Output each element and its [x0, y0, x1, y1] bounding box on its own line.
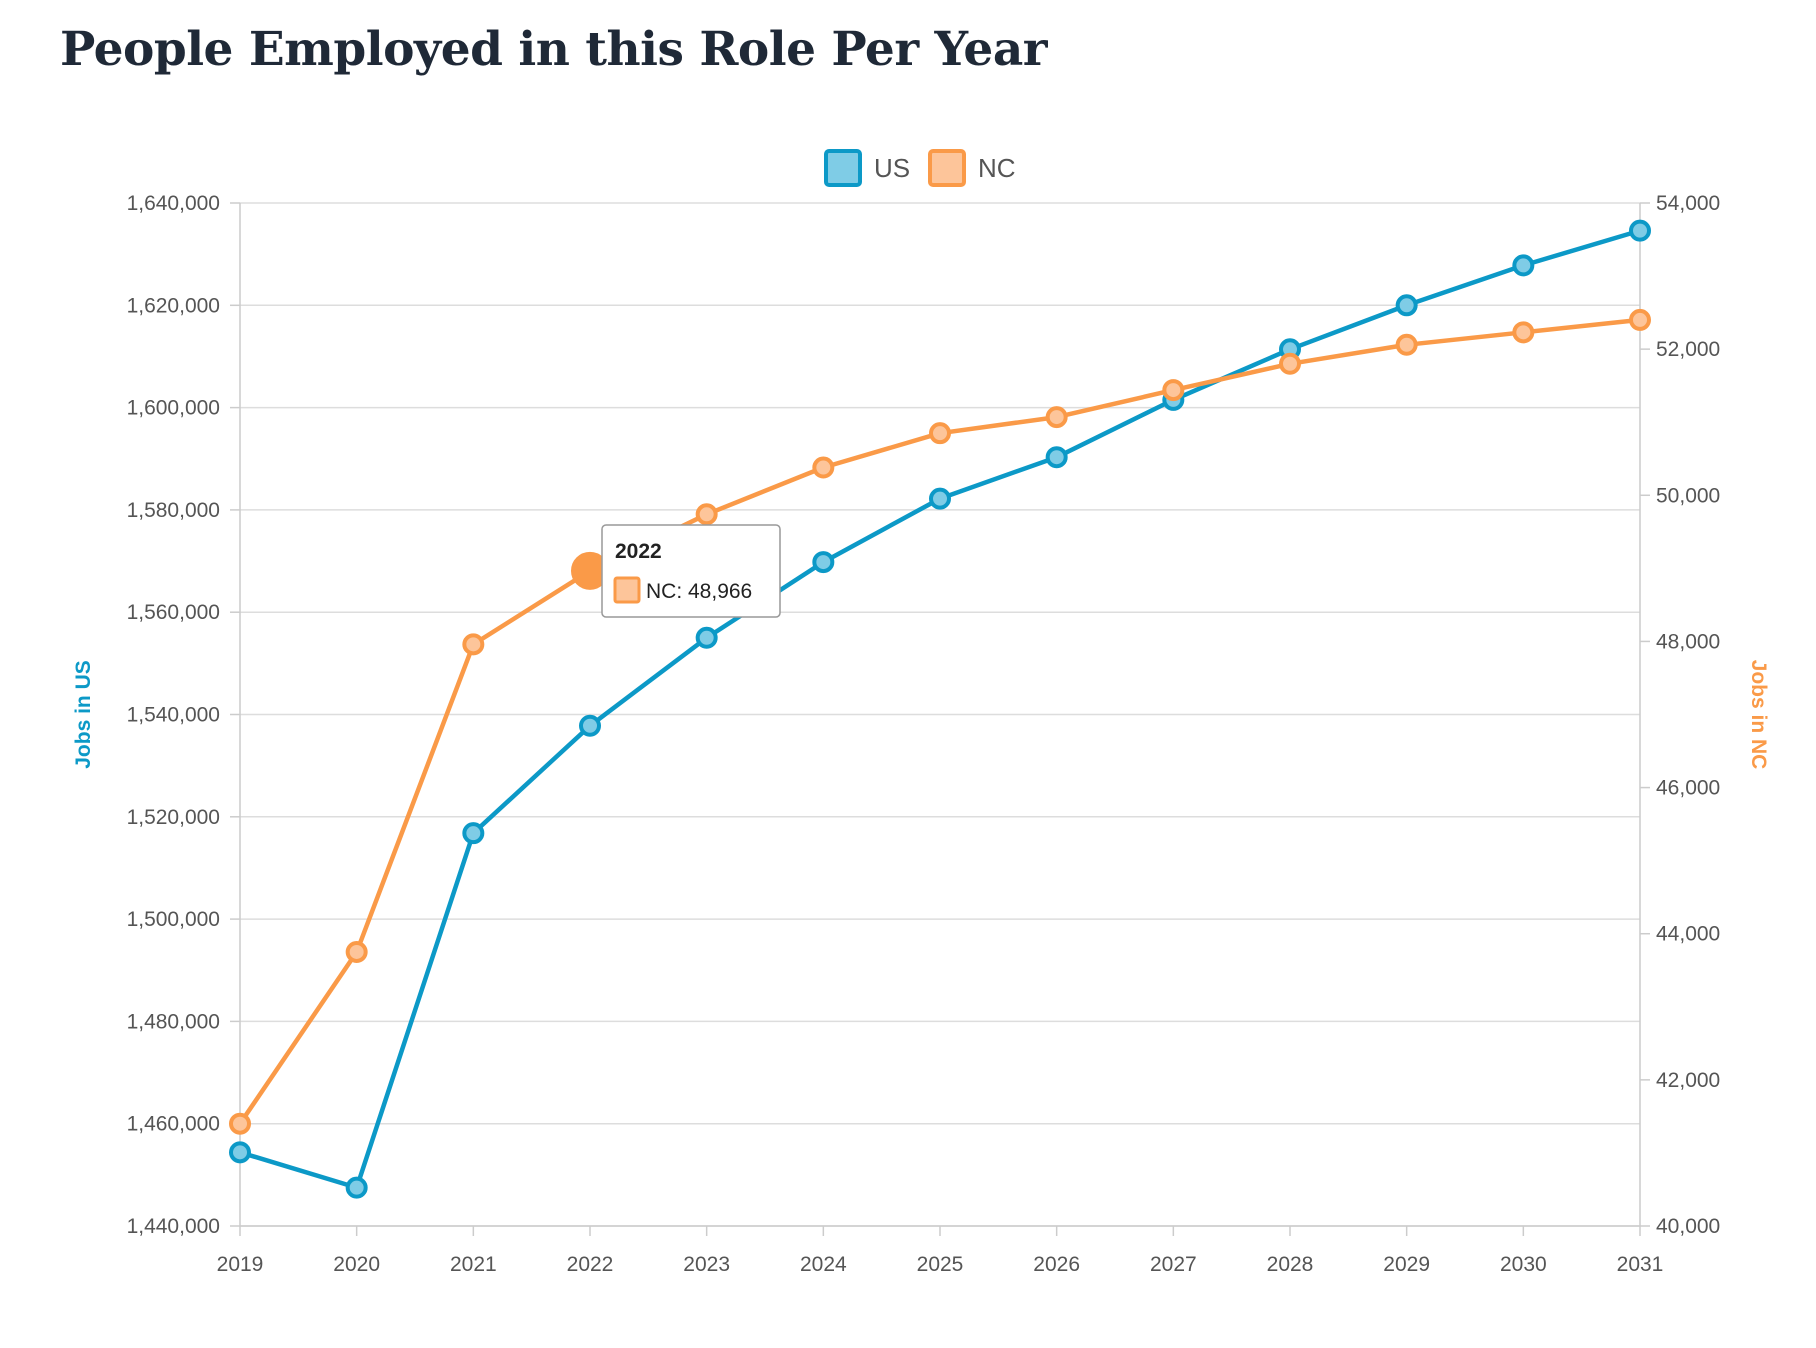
x-tick-label: 2026: [1033, 1253, 1080, 1276]
x-tick-label: 2023: [683, 1253, 730, 1276]
left-tick-label: 1,600,000: [127, 397, 220, 420]
left-tick-label: 1,520,000: [127, 806, 220, 829]
tooltip: 2022 NC: 48,966: [601, 524, 781, 618]
tooltip-title: 2022: [615, 540, 662, 563]
x-tick-label: 2019: [217, 1253, 264, 1276]
data-point-nc[interactable]: [695, 503, 718, 526]
data-point-nc[interactable]: [812, 456, 835, 479]
data-point-us[interactable]: [1045, 446, 1068, 469]
x-tick-label: 2030: [1500, 1253, 1547, 1276]
x-tick-label: 2031: [1617, 1253, 1664, 1276]
x-tick-label: 2024: [800, 1253, 847, 1276]
x-tick-label: 2020: [333, 1253, 380, 1276]
right-axis-title: Jobs in NC: [1747, 660, 1770, 770]
x-tick-label: 2025: [917, 1253, 964, 1276]
data-point-us[interactable]: [345, 1176, 368, 1199]
tooltip-box: [601, 524, 781, 618]
data-point-nc[interactable]: [1629, 308, 1651, 331]
left-tick-label: 1,560,000: [127, 601, 220, 624]
legend: US NC: [824, 149, 1016, 187]
left-tick-label: 1,480,000: [127, 1010, 220, 1033]
data-point-us[interactable]: [462, 822, 485, 845]
tooltip-swatch: [613, 576, 641, 604]
data-point-us[interactable]: [1395, 294, 1418, 317]
left-tick-label: 1,580,000: [127, 499, 220, 522]
x-tick-label: 2028: [1267, 1253, 1314, 1276]
axes: 1,440,000 1,460,000 1,480,000 1,500,000 1,52…: [72, 192, 1770, 1276]
left-tick-label: 1,640,000: [127, 192, 220, 215]
data-point-us[interactable]: [695, 626, 718, 649]
x-tick-label: 2027: [1150, 1253, 1197, 1276]
data-point-us[interactable]: [812, 551, 835, 574]
left-tick-label: 1,540,000: [127, 704, 220, 727]
data-point-nc[interactable]: [1162, 379, 1185, 402]
legend-label-nc[interactable]: NC: [978, 153, 1016, 183]
left-tick-label: 1,460,000: [127, 1113, 220, 1136]
right-tick-label: 46,000: [1656, 777, 1720, 800]
legend-label-us[interactable]: US: [874, 153, 910, 183]
data-point-us[interactable]: [579, 714, 601, 737]
data-point-nc[interactable]: [1279, 352, 1301, 375]
data-point-us[interactable]: [1512, 254, 1535, 277]
left-axis-title: Jobs in US: [72, 660, 95, 769]
left-tick-label: 1,620,000: [127, 294, 220, 317]
tooltip-value: NC: 48,966: [646, 580, 752, 603]
data-point-nc[interactable]: [1512, 321, 1535, 344]
right-tick-label: 48,000: [1656, 630, 1720, 653]
data-point-nc[interactable]: [462, 633, 485, 656]
data-point-nc[interactable]: [929, 422, 951, 445]
legend-swatch-nc[interactable]: [928, 149, 966, 187]
left-tick-label: 1,440,000: [127, 1215, 220, 1238]
x-tick-label: 2029: [1383, 1253, 1430, 1276]
page-title: People Employed in this Role Per Year: [60, 22, 1048, 77]
series-lines: [229, 219, 1651, 1199]
data-point-nc[interactable]: [229, 1112, 251, 1135]
data-point-nc[interactable]: [1395, 333, 1418, 356]
data-point-us[interactable]: [229, 1141, 251, 1164]
right-tick-label: 50,000: [1656, 484, 1720, 507]
right-tick-label: 44,000: [1656, 923, 1720, 946]
data-point-us[interactable]: [929, 487, 951, 510]
data-point-nc[interactable]: [1045, 406, 1068, 429]
right-tick-label: 54,000: [1656, 192, 1720, 215]
grid-lines: [240, 202, 1640, 1227]
right-tick-label: 52,000: [1656, 338, 1720, 361]
x-tick-label: 2022: [567, 1253, 614, 1276]
right-tick-label: 42,000: [1656, 1069, 1720, 1092]
right-tick-label: 40,000: [1656, 1215, 1720, 1238]
data-point-nc[interactable]: [345, 940, 368, 963]
left-tick-label: 1,500,000: [127, 908, 220, 931]
data-point-us[interactable]: [1629, 219, 1651, 242]
legend-swatch-us[interactable]: [824, 149, 862, 187]
x-tick-label: 2021: [450, 1253, 497, 1276]
